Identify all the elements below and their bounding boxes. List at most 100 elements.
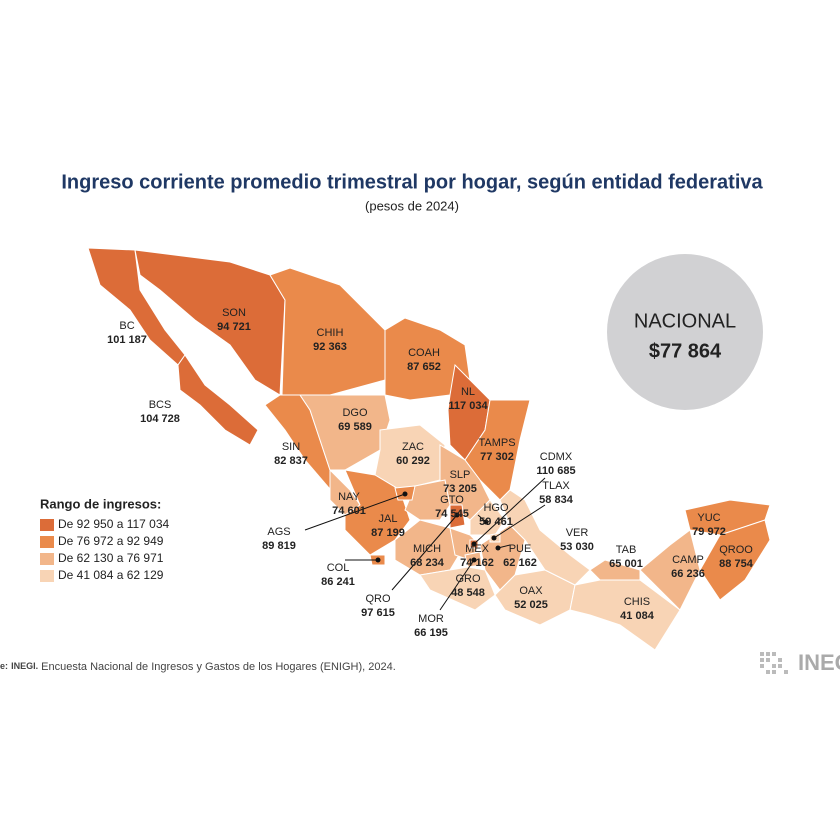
state-region xyxy=(469,499,506,536)
legend: De 92 950 a 117 034 De 76 972 a 92 949 De … xyxy=(40,517,170,582)
state-name: MOR xyxy=(418,613,444,625)
state-name: DGO xyxy=(342,407,368,419)
legend-label: De 62 130 a 76 971 xyxy=(58,551,164,565)
state-name: MEX xyxy=(465,543,490,555)
state-region xyxy=(404,479,451,521)
state-name: PUE xyxy=(509,543,532,555)
state-value: 87 199 xyxy=(371,527,405,539)
state-value: 82 837 xyxy=(274,455,308,467)
state-region xyxy=(134,249,286,396)
state-name: YUC xyxy=(697,512,720,524)
state-name: COL xyxy=(327,562,350,574)
state-value: 69 589 xyxy=(338,421,372,433)
state-name: HGO xyxy=(483,502,509,514)
state-value: 104 728 xyxy=(140,413,180,425)
state-name: AGS xyxy=(267,526,290,538)
state-name: BCS xyxy=(149,399,172,411)
state-name: JAL xyxy=(379,513,398,525)
leader-line xyxy=(473,477,546,545)
state-value: 59 461 xyxy=(479,516,513,528)
source-org: INEGI. xyxy=(11,661,38,671)
state-value: 53 030 xyxy=(560,541,594,553)
state-name: COAH xyxy=(408,347,440,359)
leader-line xyxy=(439,559,475,611)
state-name: BC xyxy=(119,320,134,332)
state-value: 92 363 xyxy=(313,341,347,353)
state-name: TLAX xyxy=(542,480,570,492)
state-name: TAB xyxy=(616,544,637,556)
leader-dot xyxy=(471,557,477,563)
source-text: Encuesta Nacional de Ingresos y Gastos d… xyxy=(41,661,396,673)
legend-label: De 41 084 a 62 129 xyxy=(58,568,164,582)
state-name: QROO xyxy=(719,544,753,556)
state-name: VER xyxy=(566,527,589,539)
leader-line xyxy=(391,514,458,591)
state-region xyxy=(639,529,701,611)
state-value: 48 548 xyxy=(451,587,485,599)
leader-dot xyxy=(454,512,460,518)
state-value: 101 187 xyxy=(107,334,147,346)
state-value: 66 195 xyxy=(414,627,448,639)
state-value: 79 972 xyxy=(692,526,726,538)
state-name: MICH xyxy=(413,543,441,555)
source-label: e: xyxy=(0,661,8,671)
logo-dots xyxy=(760,652,788,674)
state-value: 86 241 xyxy=(321,576,355,588)
legend-swatch xyxy=(40,553,54,565)
leader-dot xyxy=(375,557,381,563)
logo: INEG xyxy=(798,650,840,675)
state-name: SLP xyxy=(450,469,471,481)
leader-dot xyxy=(495,545,501,551)
state-region xyxy=(699,519,771,601)
state-value: 77 302 xyxy=(480,451,514,463)
state-name: SIN xyxy=(282,441,300,453)
legend-swatch xyxy=(40,570,54,582)
state-value: 58 834 xyxy=(539,494,574,506)
state-name: OAX xyxy=(519,585,543,597)
state-region xyxy=(344,469,411,556)
state-name: GTO xyxy=(440,494,464,506)
state-value: 41 084 xyxy=(620,610,655,622)
leader-dot xyxy=(471,541,477,547)
leader-line xyxy=(304,493,406,531)
state-value: 74 545 xyxy=(435,508,469,520)
state-value: 74 601 xyxy=(332,505,366,517)
state-region xyxy=(394,519,466,576)
state-value: 74 162 xyxy=(460,557,494,569)
state-value: 66 236 xyxy=(671,568,705,580)
state-value: 68 234 xyxy=(410,557,445,569)
state-name: QRO xyxy=(365,593,391,605)
title: Ingreso corriente promedio trimestral po… xyxy=(61,171,763,193)
state-name: CAMP xyxy=(672,554,704,566)
state-name: TAMPS xyxy=(478,437,515,449)
national-badge xyxy=(607,254,763,410)
legend-label: De 76 972 a 92 949 xyxy=(58,534,164,548)
state-region xyxy=(269,267,386,396)
state-value: 97 615 xyxy=(361,607,395,619)
state-name: GRO xyxy=(455,573,481,585)
leader-line xyxy=(493,504,546,539)
state-region xyxy=(299,394,391,471)
state-name: CHIS xyxy=(624,596,650,608)
legend-label: De 92 950 a 117 034 xyxy=(58,517,170,531)
state-name: NL xyxy=(461,386,475,398)
state-value: 60 292 xyxy=(396,455,430,467)
state-name: SON xyxy=(222,307,246,319)
legend-swatch xyxy=(40,519,54,531)
leader-dot xyxy=(402,491,408,497)
map: BC 101 187 BCS 104 728 SON 94 721 CHIH 92 363 CO… xyxy=(87,247,771,651)
state-region xyxy=(177,354,259,446)
state-value: 117 034 xyxy=(448,400,488,412)
state-name: CHIH xyxy=(317,327,344,339)
leader-dot xyxy=(491,535,497,541)
state-name: CDMX xyxy=(540,451,573,463)
state-region xyxy=(589,559,641,581)
national-value: $77 864 xyxy=(649,340,722,362)
state-value: 89 819 xyxy=(262,540,296,552)
state-value: 65 001 xyxy=(609,558,643,570)
state-value: 88 754 xyxy=(719,558,754,570)
subtitle: (pesos de 2024) xyxy=(365,198,459,213)
legend-title: Rango de ingresos: xyxy=(40,496,161,511)
state-value: 62 162 xyxy=(503,557,537,569)
